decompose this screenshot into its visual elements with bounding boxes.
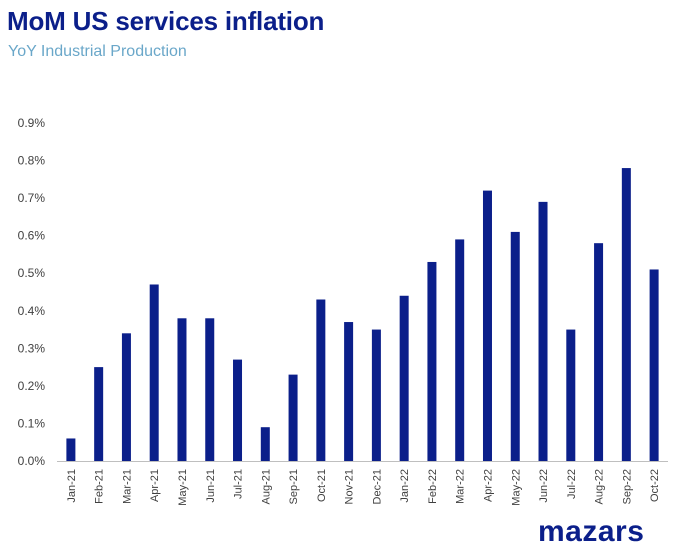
x-tick-label: Apr-22 bbox=[482, 469, 494, 502]
x-tick-label: Jan-22 bbox=[399, 469, 411, 503]
x-tick-label: Apr-21 bbox=[149, 469, 161, 502]
x-tick-label: Sep-21 bbox=[288, 469, 300, 504]
y-tick-label: 0.0% bbox=[18, 454, 46, 468]
y-tick-label: 0.9% bbox=[18, 116, 46, 130]
y-tick-label: 0.6% bbox=[18, 229, 46, 243]
x-tick-label: Oct-22 bbox=[649, 469, 661, 502]
x-tick-label: Aug-22 bbox=[594, 469, 606, 504]
bar bbox=[594, 243, 604, 461]
x-tick-label: Nov-21 bbox=[344, 469, 356, 504]
chart-title: MoM US services inflation bbox=[7, 6, 325, 36]
bar bbox=[455, 239, 465, 461]
x-tick-label: Sep-22 bbox=[621, 469, 633, 504]
y-tick-label: 0.8% bbox=[18, 154, 46, 168]
bar bbox=[94, 367, 104, 461]
bar bbox=[149, 284, 159, 461]
bar bbox=[260, 427, 270, 461]
y-tick-label: 0.2% bbox=[18, 379, 46, 393]
y-axis-ticks: 0.0% 0.1% 0.2% 0.3% 0.4% 0.5% 0.6% 0.7% 0.8% 0.9% bbox=[18, 116, 46, 468]
bar-series bbox=[66, 168, 659, 461]
bar bbox=[482, 190, 492, 461]
bar bbox=[510, 231, 520, 461]
mazars-logo: mazars bbox=[538, 515, 645, 548]
x-tick-label: May-21 bbox=[177, 469, 189, 506]
bar bbox=[566, 329, 576, 461]
y-tick-label: 0.4% bbox=[18, 304, 46, 318]
bar bbox=[316, 299, 326, 461]
bar bbox=[371, 329, 381, 461]
x-tick-label: Mar-22 bbox=[455, 469, 467, 504]
x-tick-label: Jun-22 bbox=[538, 469, 550, 503]
y-tick-label: 0.5% bbox=[18, 266, 46, 280]
bar bbox=[121, 333, 131, 461]
bar bbox=[66, 438, 76, 461]
bar bbox=[344, 322, 354, 461]
bar bbox=[399, 295, 409, 461]
x-tick-label: Oct-21 bbox=[316, 469, 328, 502]
y-tick-label: 0.7% bbox=[18, 191, 46, 205]
x-tick-label: Jul-22 bbox=[566, 469, 578, 499]
x-tick-label: Feb-21 bbox=[94, 469, 106, 504]
x-tick-label: Dec-21 bbox=[371, 469, 383, 504]
bar bbox=[233, 359, 243, 461]
x-tick-label: Feb-22 bbox=[427, 469, 439, 504]
bar bbox=[621, 168, 631, 461]
x-tick-label: Jun-21 bbox=[205, 469, 217, 503]
bar bbox=[288, 374, 298, 461]
x-axis-ticks: Jan-21 Feb-21 Mar-21 Apr-21 May-21 Jun-21 Jul-… bbox=[66, 469, 661, 506]
x-tick-label: Jan-21 bbox=[66, 469, 78, 503]
bar bbox=[177, 318, 187, 461]
y-tick-label: 0.1% bbox=[18, 416, 46, 430]
bar bbox=[649, 269, 659, 461]
y-tick-label: 0.3% bbox=[18, 341, 46, 355]
bar bbox=[538, 201, 548, 461]
chart-subtitle: YoY Industrial Production bbox=[8, 43, 187, 60]
x-tick-label: Aug-21 bbox=[260, 469, 272, 504]
bar bbox=[205, 318, 215, 461]
x-tick-label: Mar-21 bbox=[121, 469, 133, 504]
x-tick-label: Jul-21 bbox=[233, 469, 245, 499]
bar bbox=[427, 261, 437, 461]
x-tick-label: May-22 bbox=[510, 469, 522, 506]
